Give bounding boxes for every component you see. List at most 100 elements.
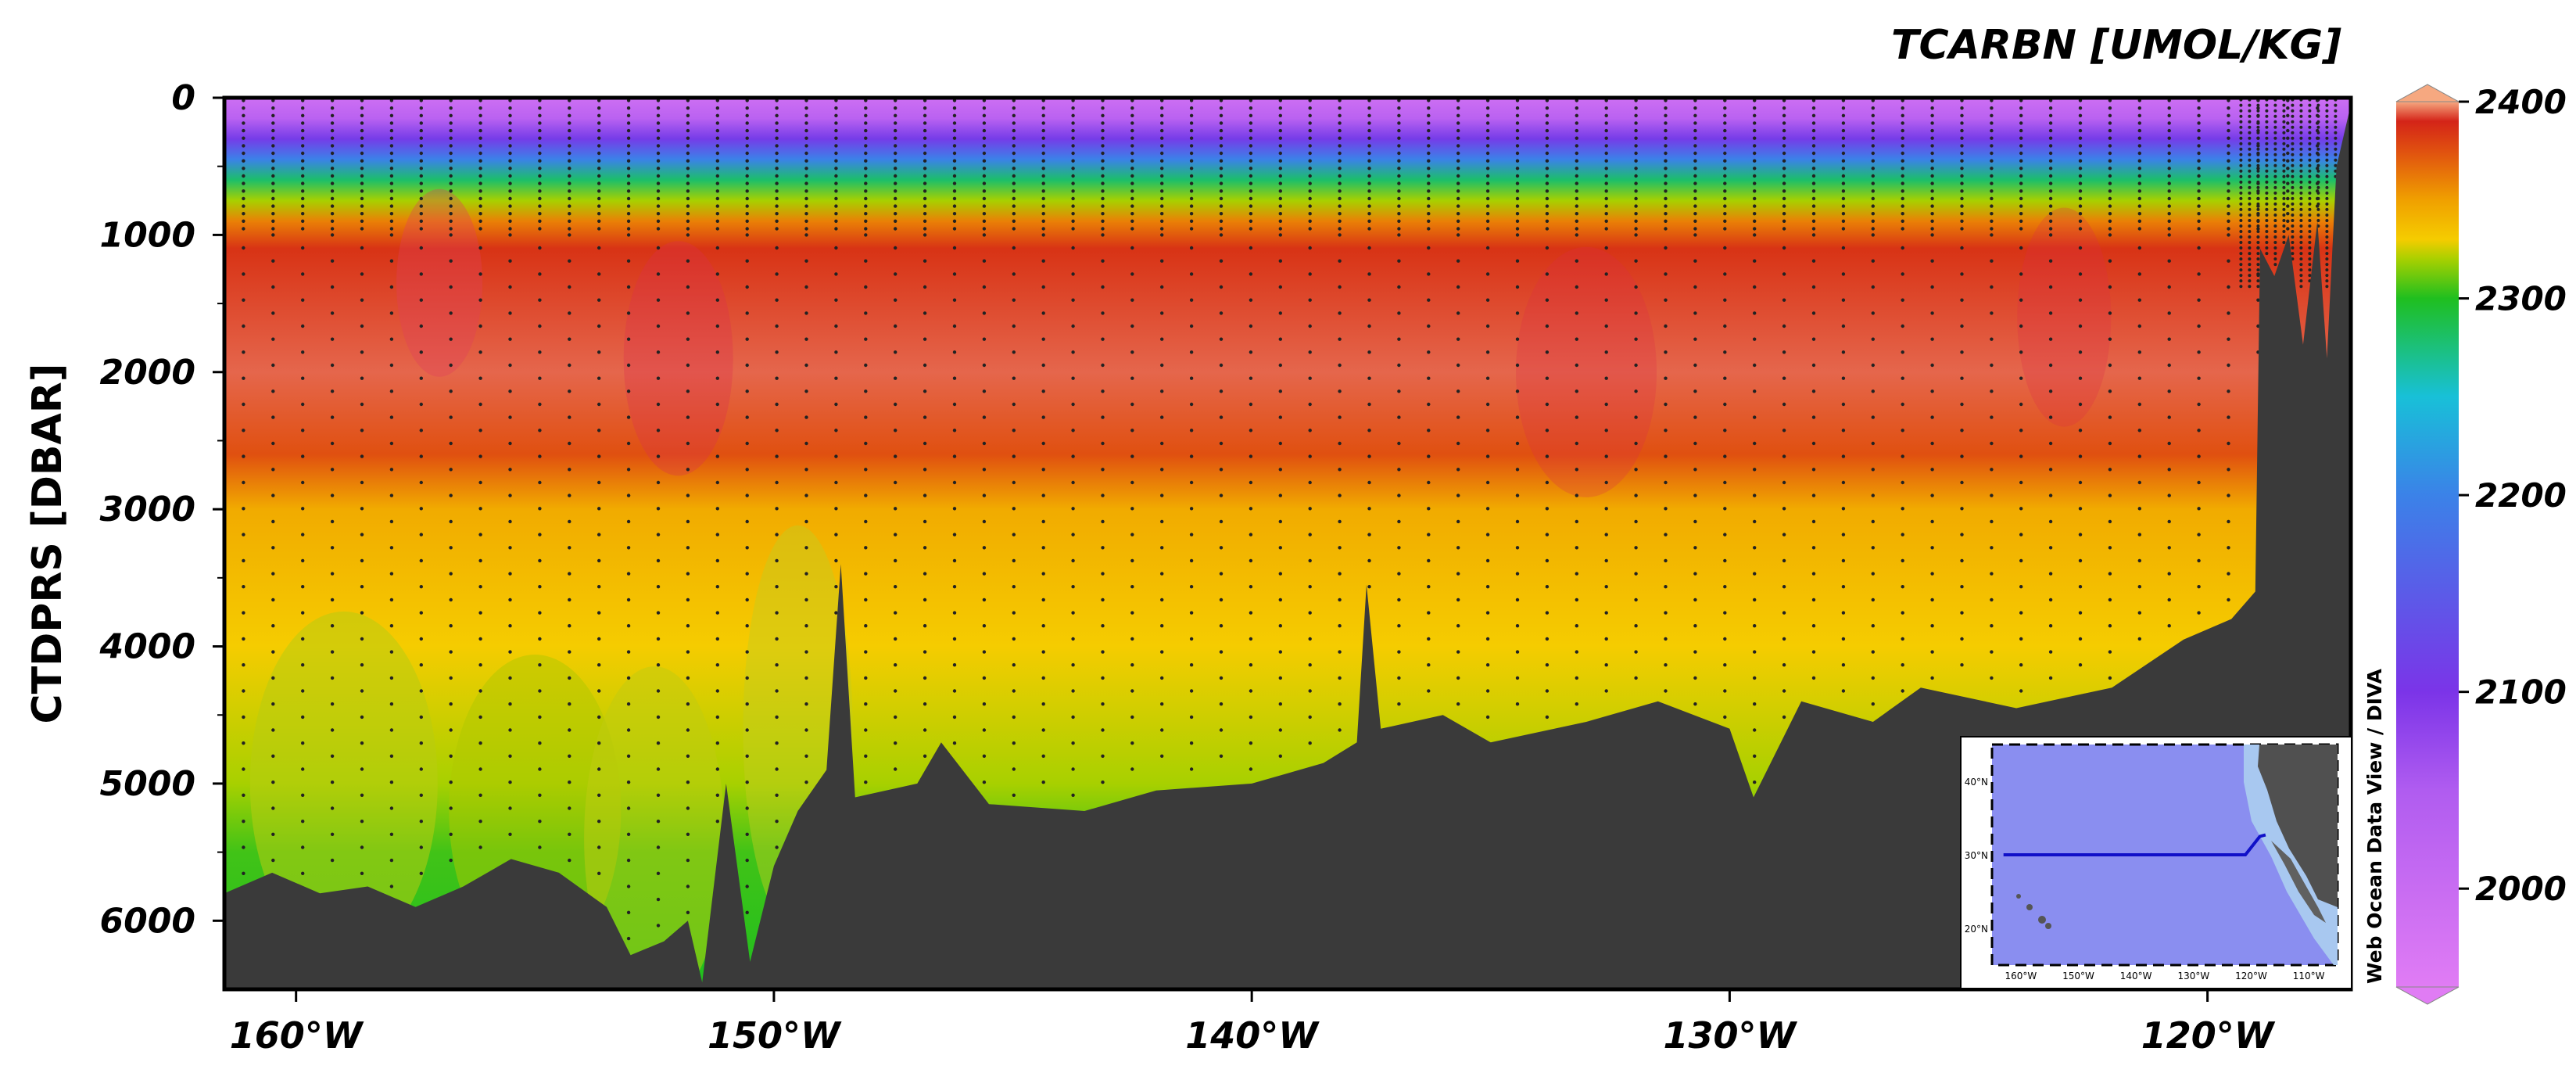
sample-point xyxy=(2239,219,2243,222)
sample-point xyxy=(1012,189,1016,193)
sample-point xyxy=(894,715,897,720)
sample-point xyxy=(568,311,571,315)
sample-point xyxy=(2316,136,2320,140)
sample-point xyxy=(2265,142,2269,145)
sample-point xyxy=(804,546,808,550)
sample-point xyxy=(686,572,690,576)
sample-point xyxy=(1871,212,1875,216)
sample-point xyxy=(271,196,275,201)
sample-point xyxy=(1841,121,1846,125)
sample-points xyxy=(242,98,2338,941)
sample-point xyxy=(804,204,808,208)
sample-point xyxy=(923,572,927,576)
sample-point xyxy=(568,493,571,497)
sample-point xyxy=(1811,415,1816,419)
sample-point xyxy=(330,259,335,263)
sample-point xyxy=(2197,324,2201,328)
sample-point xyxy=(2325,274,2329,278)
sample-point xyxy=(242,181,245,185)
sample-point xyxy=(242,871,245,876)
sample-point xyxy=(1219,650,1224,654)
sample-point xyxy=(1901,454,1904,458)
sample-point xyxy=(864,468,868,472)
sample-point xyxy=(2078,159,2083,163)
sample-point xyxy=(2108,181,2112,185)
sample-point xyxy=(1338,159,1342,163)
sample-point xyxy=(2308,268,2312,272)
sample-point xyxy=(804,624,808,628)
sample-point xyxy=(1249,196,1253,201)
sample-point xyxy=(1456,136,1460,140)
sample-point xyxy=(2308,235,2312,239)
sample-point xyxy=(330,702,335,706)
sample-point xyxy=(1397,106,1401,110)
sample-point xyxy=(2108,624,2112,628)
sample-point xyxy=(1634,113,1638,117)
sample-point xyxy=(715,121,719,125)
sample-point xyxy=(804,128,808,133)
sample-point xyxy=(1367,376,1371,380)
sample-point xyxy=(1071,151,1075,156)
sample-point xyxy=(1338,546,1342,550)
sample-point xyxy=(1990,167,1994,170)
sample-point xyxy=(2256,131,2260,135)
sample-point xyxy=(1960,128,1964,133)
sample-point xyxy=(449,144,453,148)
sample-point xyxy=(568,128,571,133)
sample-point xyxy=(389,151,394,156)
sample-point xyxy=(360,350,364,354)
sample-point xyxy=(360,272,364,276)
sample-point xyxy=(1308,663,1312,667)
sample-point xyxy=(1160,189,1164,193)
sample-point xyxy=(271,572,275,576)
sample-point xyxy=(1308,507,1312,511)
sample-point xyxy=(1456,546,1460,550)
sample-point xyxy=(2167,363,2171,368)
sample-point xyxy=(2248,196,2252,200)
sample-point xyxy=(1189,128,1194,133)
sample-point xyxy=(1753,159,1757,163)
sample-point xyxy=(478,136,482,140)
sample-point xyxy=(1160,650,1164,654)
sample-point xyxy=(1575,676,1579,680)
sample-point xyxy=(597,212,601,216)
sample-point xyxy=(271,363,275,368)
sample-point xyxy=(2108,285,2112,289)
sample-point xyxy=(1101,546,1105,550)
sample-point xyxy=(2256,191,2260,195)
sample-point xyxy=(597,167,601,170)
sample-point xyxy=(1041,196,1045,201)
sample-point xyxy=(834,611,838,615)
sample-point xyxy=(2282,153,2286,156)
sample-point xyxy=(271,174,275,178)
sample-point xyxy=(597,871,601,876)
sample-point xyxy=(1041,181,1045,185)
sample-point xyxy=(1693,468,1697,472)
sample-point xyxy=(2197,298,2201,302)
sample-point xyxy=(2265,224,2269,228)
sample-point xyxy=(1871,219,1875,223)
sample-point xyxy=(389,806,394,810)
sample-point xyxy=(2282,219,2286,222)
sample-point xyxy=(1397,546,1401,550)
sample-point xyxy=(1990,572,1994,576)
sample-point xyxy=(2248,136,2252,140)
sample-point xyxy=(656,924,661,928)
sample-point xyxy=(804,650,808,654)
sample-point xyxy=(1160,415,1164,419)
sample-point xyxy=(1071,507,1075,511)
sample-point xyxy=(804,259,808,263)
sample-point xyxy=(597,181,601,185)
sample-point xyxy=(1338,311,1342,315)
sample-point xyxy=(271,204,275,208)
sample-point xyxy=(271,144,275,148)
sample-point xyxy=(1515,136,1520,140)
sample-point xyxy=(864,572,868,576)
sample-point xyxy=(1278,233,1283,237)
sample-point xyxy=(2256,298,2260,302)
sample-point xyxy=(1871,106,1875,110)
sample-point xyxy=(2282,196,2286,200)
sample-point xyxy=(389,219,394,223)
sample-point xyxy=(1219,167,1224,170)
sample-point xyxy=(1189,136,1194,140)
